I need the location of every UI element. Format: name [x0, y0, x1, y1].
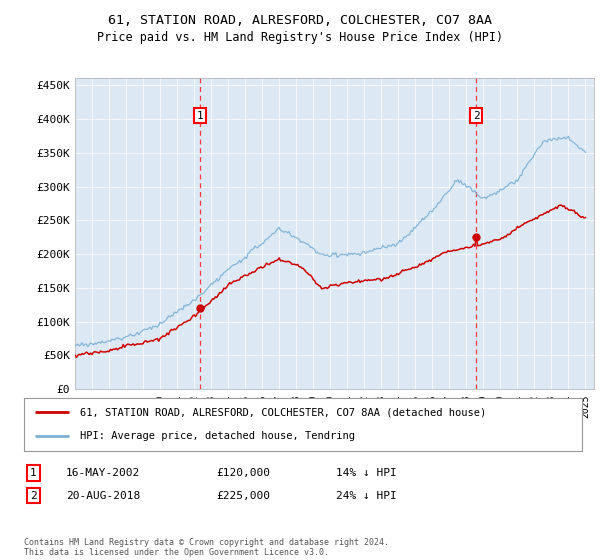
Text: 14% ↓ HPI: 14% ↓ HPI [336, 468, 397, 478]
Text: 1: 1 [196, 110, 203, 120]
Text: £120,000: £120,000 [216, 468, 270, 478]
Text: £225,000: £225,000 [216, 491, 270, 501]
Text: HPI: Average price, detached house, Tendring: HPI: Average price, detached house, Tend… [80, 431, 355, 441]
Text: 16-MAY-2002: 16-MAY-2002 [66, 468, 140, 478]
Text: 1: 1 [30, 468, 37, 478]
Text: 24% ↓ HPI: 24% ↓ HPI [336, 491, 397, 501]
Text: 61, STATION ROAD, ALRESFORD, COLCHESTER, CO7 8AA (detached house): 61, STATION ROAD, ALRESFORD, COLCHESTER,… [80, 408, 486, 418]
Text: Price paid vs. HM Land Registry's House Price Index (HPI): Price paid vs. HM Land Registry's House … [97, 31, 503, 44]
Text: 61, STATION ROAD, ALRESFORD, COLCHESTER, CO7 8AA: 61, STATION ROAD, ALRESFORD, COLCHESTER,… [108, 14, 492, 27]
Text: 2: 2 [473, 110, 479, 120]
Text: Contains HM Land Registry data © Crown copyright and database right 2024.
This d: Contains HM Land Registry data © Crown c… [24, 538, 389, 557]
Text: 2: 2 [30, 491, 37, 501]
Text: 20-AUG-2018: 20-AUG-2018 [66, 491, 140, 501]
